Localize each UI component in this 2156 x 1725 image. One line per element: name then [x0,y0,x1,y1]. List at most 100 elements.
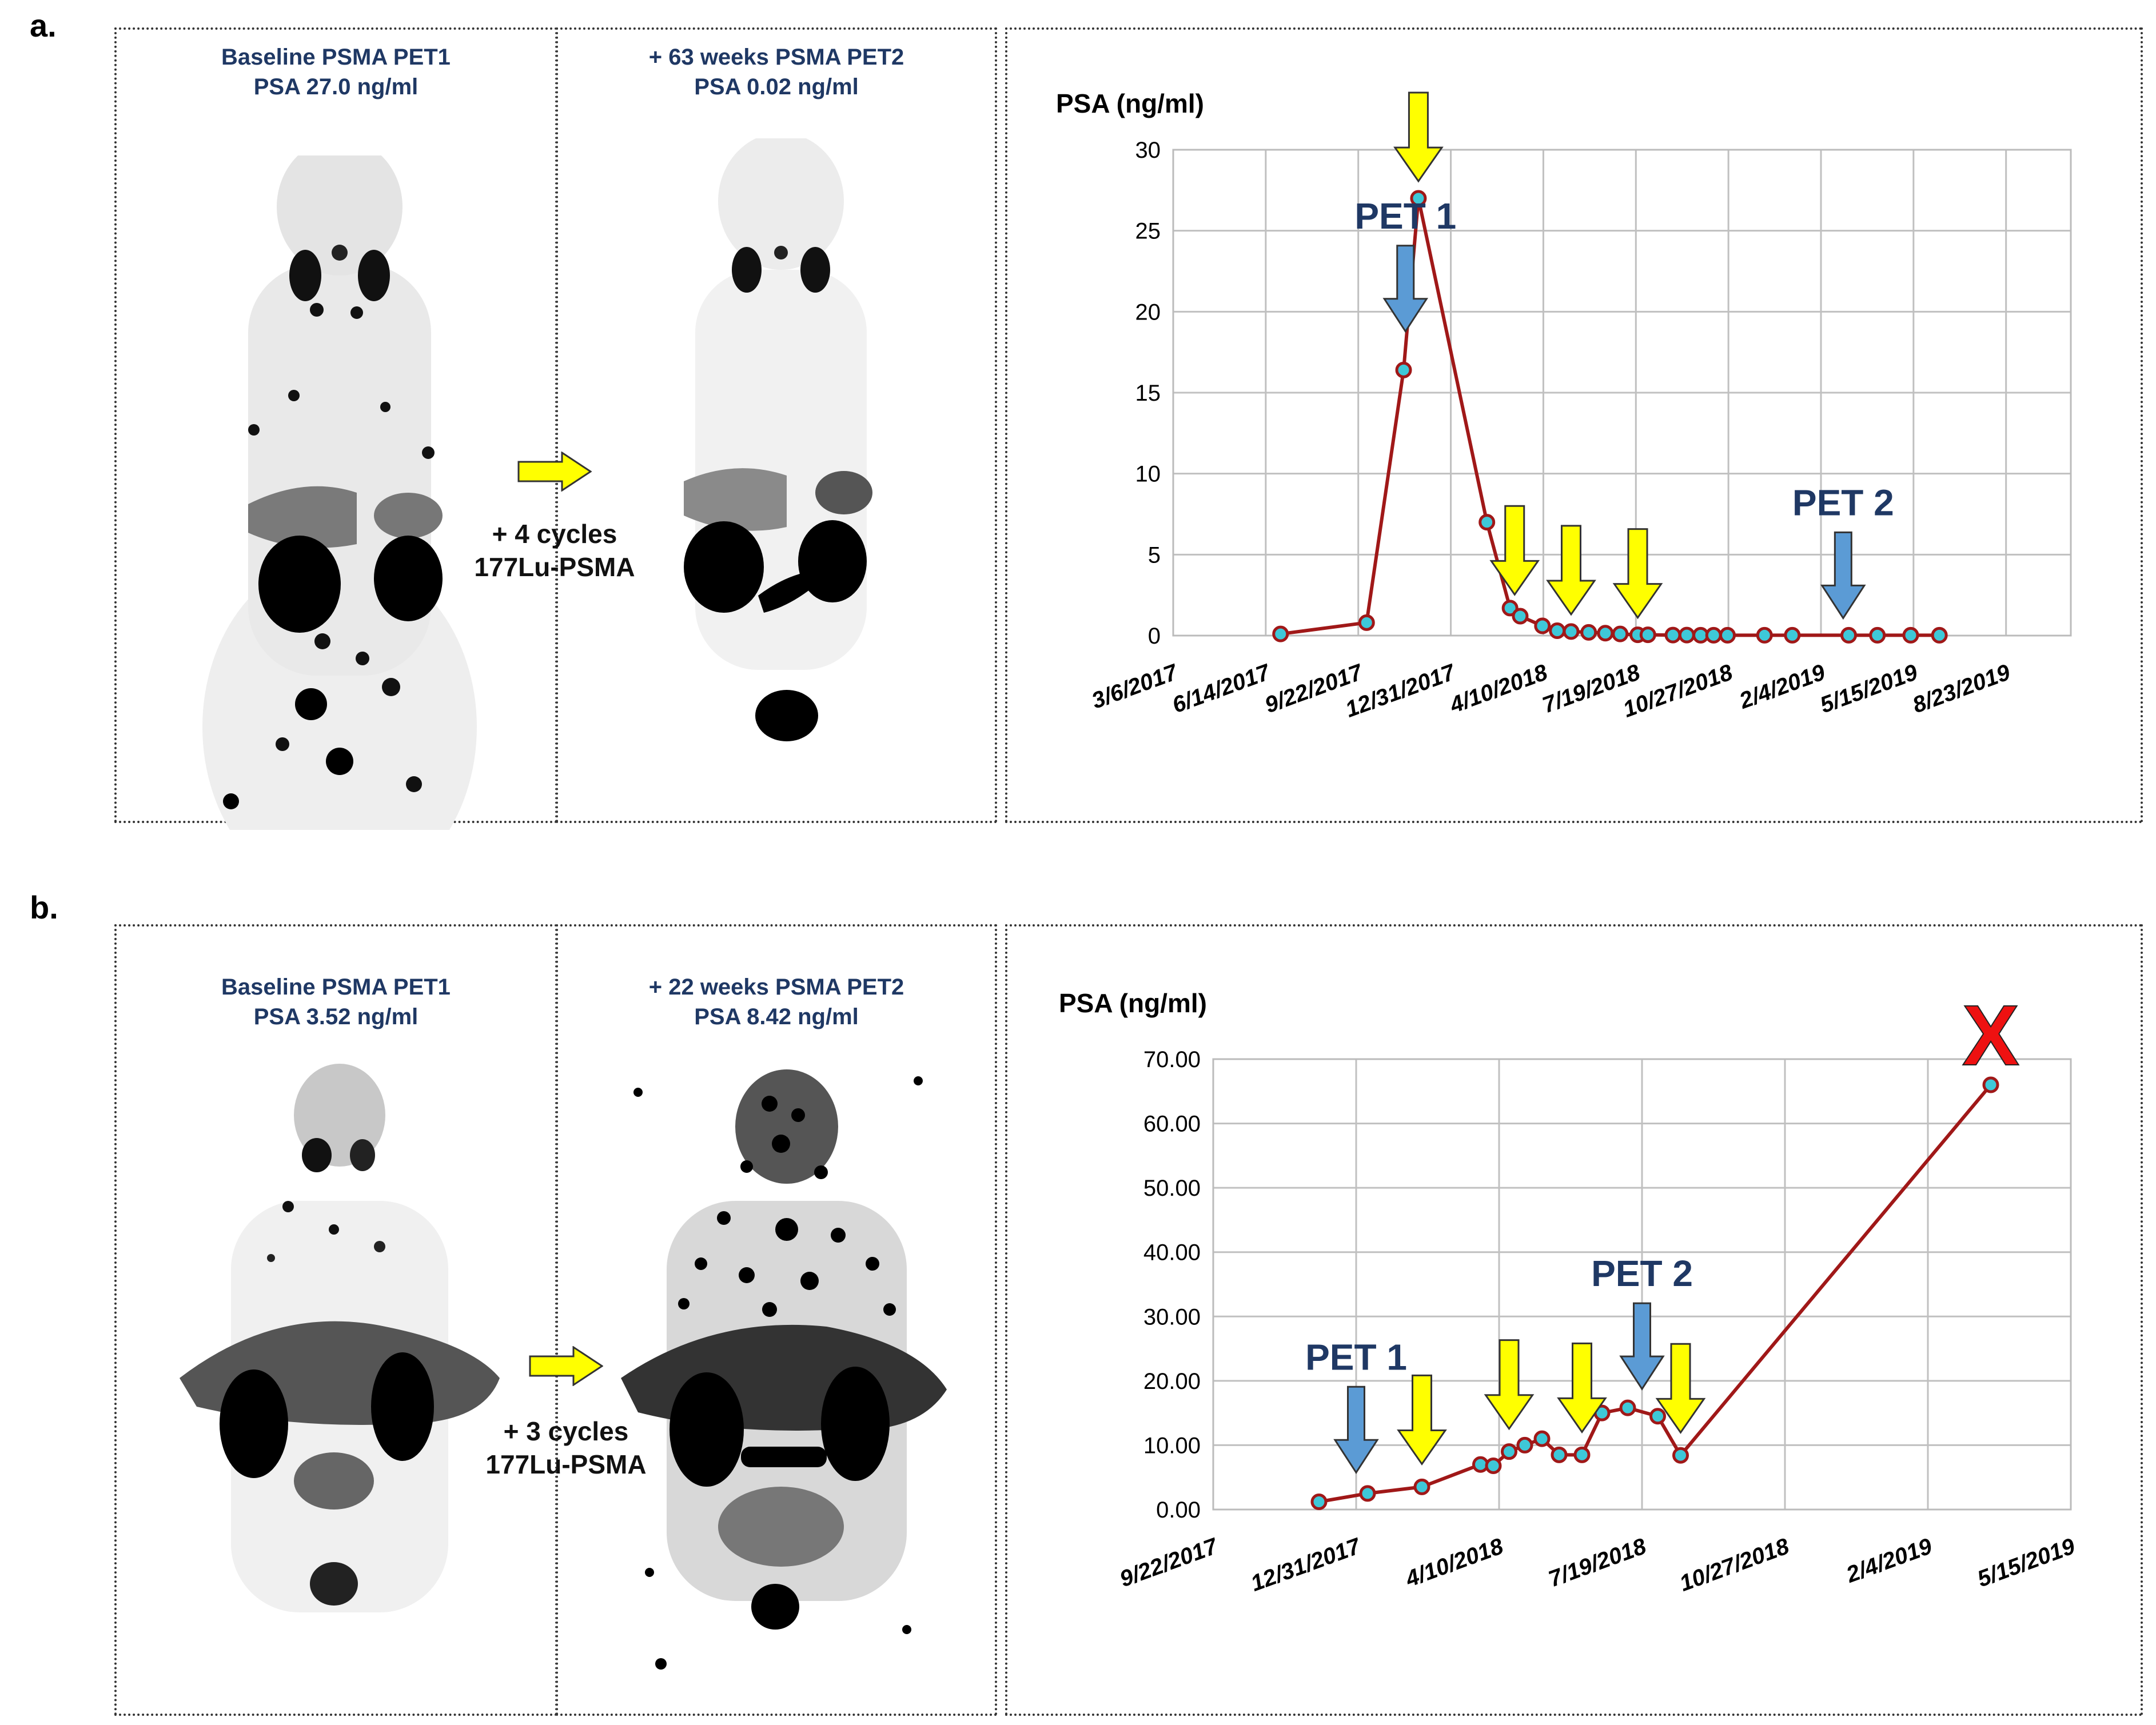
pet-scan-arrow-icon [1820,531,1866,620]
x-tick-label: 5/15/2019 [1974,1534,2079,1592]
psa-data-point [1413,1478,1430,1495]
psa-data-point [1664,626,1681,644]
therapy-cycle-arrow-icon [1393,91,1444,183]
y-tick-label: 25 [1135,219,1161,244]
pet1-title-a: Baseline PSMA PET1 PSA 27.0 ng/ml [117,42,555,102]
y-axis-title: PSA (ng/ml) [1056,89,1204,118]
pet2-title-line1: + 22 weeks PSMA PET2 [648,975,904,1000]
x-tick-label: 2/4/2019 [1736,660,1829,714]
therapy-cycle-arrow-icon [1557,1342,1607,1433]
psa-data-point [1272,625,1289,642]
therapy-cycle-arrow-icon [1655,1343,1706,1434]
psa-data-point [1310,1493,1328,1510]
psa-data-point [1982,1076,1999,1093]
psa-data-point [1612,625,1629,642]
psa-data-point [1580,624,1597,641]
pet-scan-image-a1 [202,155,477,830]
pet2-title-b: + 22 weeks PSMA PET2 PSA 8.42 ng/ml [558,972,995,1032]
psa-chart-frame-b: 0.00 10.00 20.00 30.00 40.00 50.00 60.00 70.00 9… [1005,924,2143,1716]
pet2-title-a: + 63 weeks PSMA PET2 PSA 0.02 ng/ml [558,42,995,102]
psa-data-point [1563,623,1580,640]
psa-data-point [1784,626,1801,644]
psa-data-point [1678,626,1695,644]
x-tick-label: 12/31/2017 [1248,1534,1365,1596]
psa-data-point [1840,626,1858,644]
psa-data-point [1573,1446,1591,1463]
therapy-agent-b: 177Lu-PSMA [485,1450,647,1479]
therapy-label-a: + 4 cycles 177Lu-PSMA [452,517,657,584]
pet-scan-frame-b2: + 22 weeks PSMA PET2 PSA 8.42 ng/ml [556,924,997,1716]
psa-data-point [1719,626,1736,644]
pet-scan-arrow-icon [1333,1385,1379,1475]
plot-area-border [1212,1058,2072,1511]
psa-data-point [1501,1443,1517,1460]
therapy-arrow-icon-b [529,1346,603,1386]
pet-scan-label: PET 1 [1305,1336,1407,1377]
pet-scan-arrow-icon [1619,1302,1665,1391]
therapy-cycles-a: + 4 cycles [492,519,617,549]
pet2-title-line2: PSA 0.02 ng/ml [694,74,859,99]
psa-data-point [1756,626,1773,644]
y-tick-label: 5 [1148,542,1161,568]
x-tick-label: 3/6/2017 [1089,660,1182,714]
y-tick-label: 50.00 [1143,1176,1201,1201]
pet-scan-label: PET 2 [1591,1253,1693,1294]
psa-data-point [1410,190,1427,207]
panel-label-b: b. [30,889,58,925]
therapy-label-b: + 3 cycles 177Lu-PSMA [463,1415,669,1481]
y-tick-label: 20 [1135,300,1161,325]
therapy-cycle-arrow-icon [1612,528,1663,620]
psa-data-point [1705,626,1722,644]
pet-scan-label: PET 1 [1354,195,1456,237]
psa-data-point [1512,608,1529,625]
psa-data-point [1395,361,1412,378]
y-axis-title: PSA (ng/ml) [1059,988,1207,1018]
y-tick-label: 15 [1135,381,1161,406]
y-tick-label: 70.00 [1143,1047,1201,1072]
psa-data-point [1619,1399,1636,1416]
psa-data-point [1869,626,1886,644]
x-tick-label: 9/22/2017 [1117,1534,1222,1592]
psa-data-point [1478,514,1496,531]
death-marker-glyph: X [1962,987,2019,1083]
pet2-title-line2: PSA 8.42 ng/ml [694,1004,859,1029]
death-marker-icon: X [1962,987,2020,1084]
pet1-title-line1: Baseline PSMA PET1 [221,975,451,1000]
pet1-title-line1: Baseline PSMA PET1 [221,45,451,70]
therapy-cycle-arrow-icon [1397,1374,1447,1466]
therapy-cycle-arrow-icon [1546,525,1596,616]
pet-scan-frame-b1: Baseline PSMA PET1 PSA 3.52 ng/ml [114,924,557,1716]
pet-scan-frame-a1: Baseline PSMA PET1 PSA 27.0 ng/ml [114,27,557,830]
psa-data-point [1672,1447,1689,1464]
x-tick-label: 7/19/2018 [1545,1534,1650,1592]
pet-scan-image-b1 [180,1064,500,1612]
y-tick-label: 20.00 [1143,1369,1201,1394]
pet2-title-line1: + 63 weeks PSMA PET2 [648,45,904,70]
psa-data-point [1551,1446,1568,1463]
psa-data-point [1485,1457,1502,1474]
y-tick-label: 30 [1135,138,1161,163]
psa-data-point [1931,626,1948,644]
pet-scan-image-a2 [684,138,872,741]
x-tick-label: 10/27/2018 [1676,1534,1793,1596]
psa-chart-b: 0.00 10.00 20.00 30.00 40.00 50.00 60.00 70.00 9… [1059,987,2079,1596]
y-tick-label: 0 [1148,624,1161,649]
psa-data-point [1549,622,1566,639]
therapy-cycles-b: + 3 cycles [503,1416,629,1446]
y-tick-label: 0.00 [1156,1498,1201,1523]
pet-scan-label: PET 2 [1792,482,1894,523]
y-tick-label: 40.00 [1143,1240,1201,1265]
therapy-cycle-arrow-icon [1484,1339,1535,1431]
pet-scan-arrow-icon [1382,245,1429,333]
y-tick-label: 30.00 [1143,1304,1201,1329]
therapy-arrow-icon-a [517,452,592,492]
pet-scan-frame-a2: + 63 weeks PSMA PET2 PSA 0.02 ng/ml [556,27,997,823]
x-tick-label: 4/10/2018 [1446,660,1551,718]
psa-data-point [1649,1408,1666,1425]
x-tick-label: 6/14/2017 [1169,660,1274,718]
x-tick-label: 5/15/2019 [1817,660,1922,718]
y-tick-label: 60.00 [1143,1112,1201,1137]
pet1-title-line2: PSA 3.52 ng/ml [253,1004,419,1029]
therapy-cycle-arrow-icon [1489,505,1540,596]
y-tick-label: 10 [1135,462,1161,487]
